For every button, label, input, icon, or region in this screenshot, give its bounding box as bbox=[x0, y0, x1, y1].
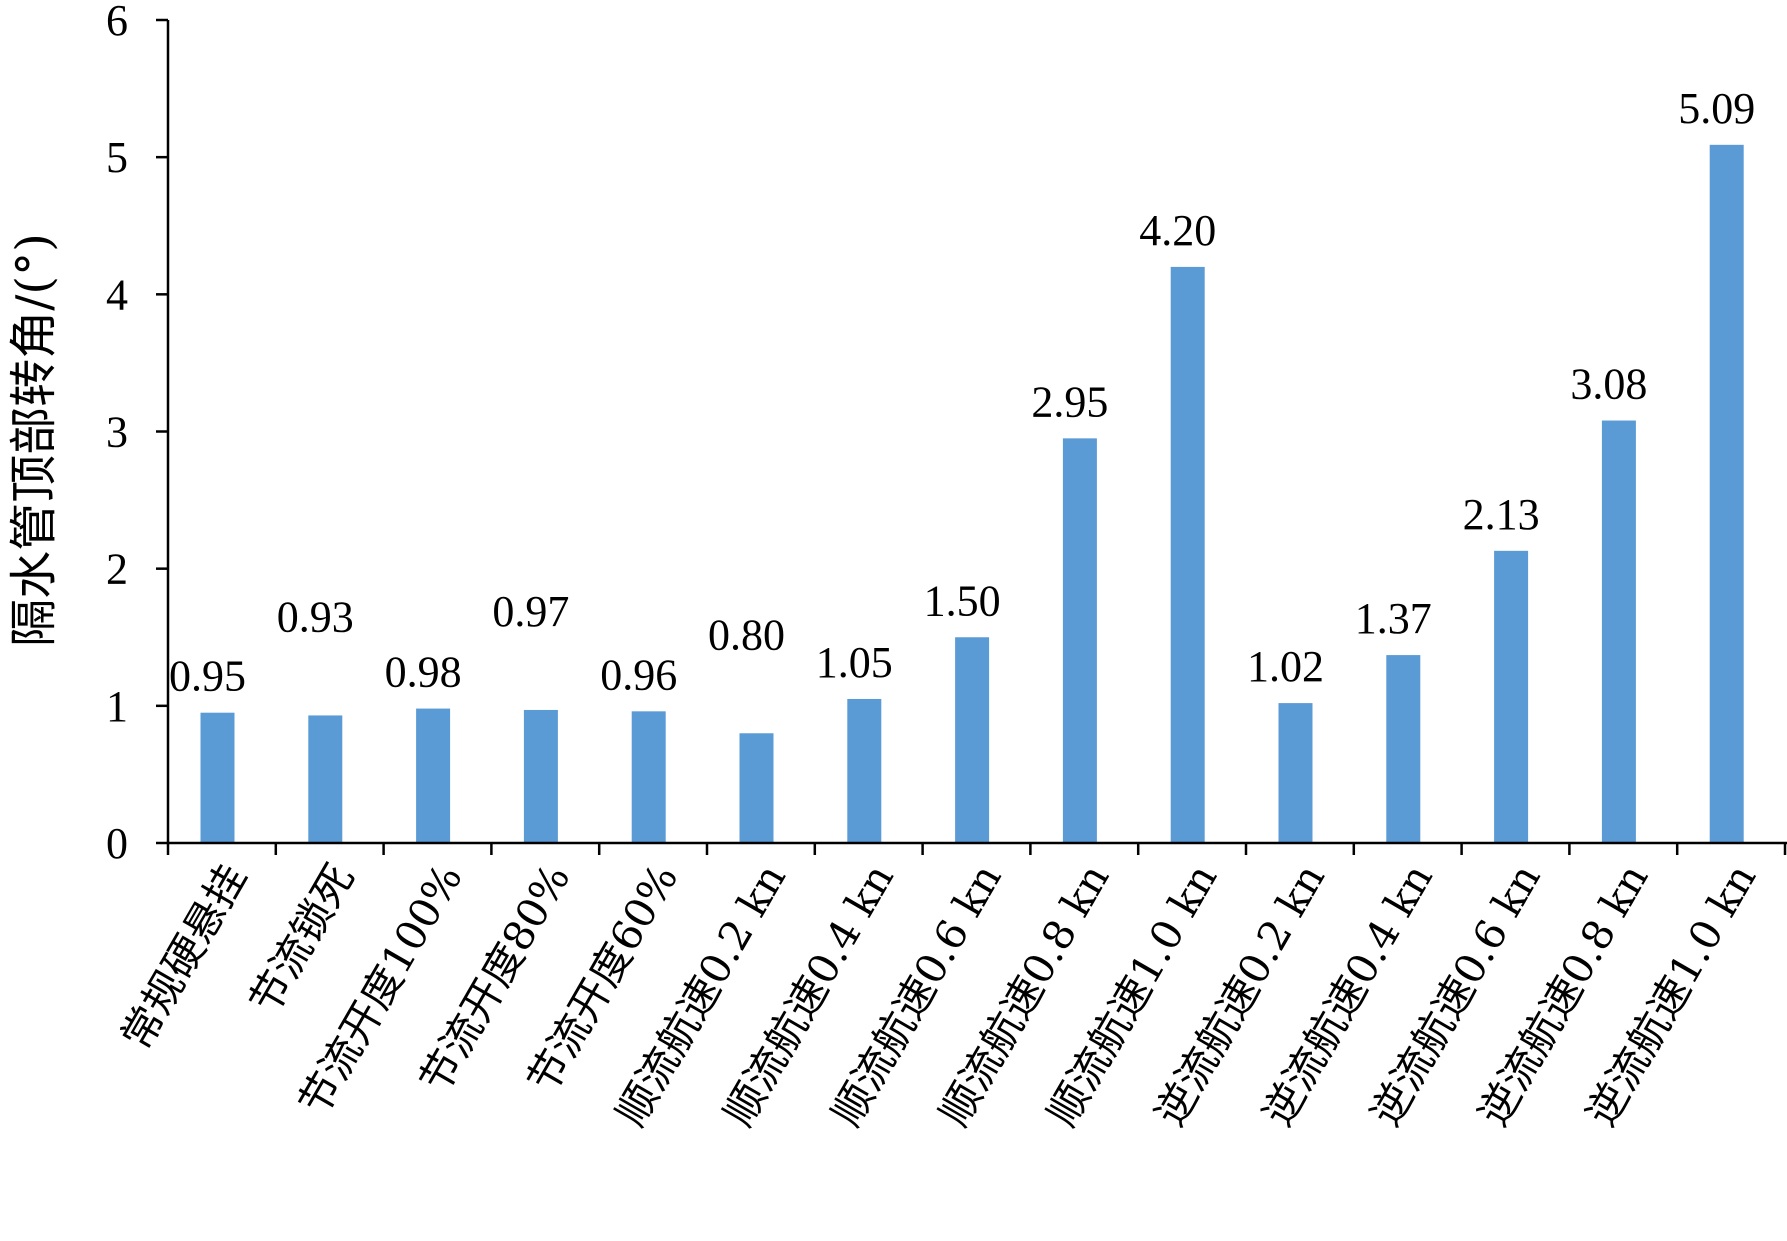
data-label: 2.95 bbox=[1031, 377, 1108, 426]
bar bbox=[1709, 144, 1744, 844]
bar bbox=[200, 712, 235, 843]
bar bbox=[416, 708, 451, 843]
bar bbox=[1278, 703, 1313, 843]
data-label: 5.09 bbox=[1678, 84, 1755, 133]
y-tick-label: 4 bbox=[106, 270, 128, 319]
y-tick-label: 0 bbox=[106, 819, 128, 868]
data-label: 0.96 bbox=[600, 650, 677, 699]
data-label: 1.50 bbox=[924, 576, 1001, 625]
data-label: 0.80 bbox=[708, 610, 785, 659]
bar bbox=[308, 715, 343, 843]
data-label: 1.02 bbox=[1247, 642, 1324, 691]
bar bbox=[1170, 266, 1205, 843]
x-category-label: 节流锁死 bbox=[240, 856, 364, 1022]
data-label: 2.13 bbox=[1463, 490, 1540, 539]
bar-series bbox=[200, 144, 1744, 844]
y-axis-title: 隔水管顶部转角/(°) bbox=[6, 233, 62, 647]
bar bbox=[739, 733, 774, 843]
y-tick-label: 5 bbox=[106, 133, 128, 182]
data-label: 1.05 bbox=[816, 638, 893, 687]
bar bbox=[955, 637, 990, 843]
bar bbox=[523, 709, 558, 843]
bar bbox=[1601, 420, 1636, 843]
y-tick-label: 1 bbox=[106, 682, 128, 731]
data-label: 4.20 bbox=[1139, 206, 1216, 255]
bar bbox=[1494, 550, 1529, 843]
y-tick-label: 2 bbox=[106, 545, 128, 594]
data-label: 1.37 bbox=[1355, 594, 1432, 643]
x-category-label: 常规硬悬挂 bbox=[112, 856, 256, 1058]
y-tick-label: 3 bbox=[106, 408, 128, 457]
bar bbox=[847, 698, 882, 843]
data-label: 0.93 bbox=[277, 592, 354, 641]
y-tick-label: 6 bbox=[106, 0, 128, 45]
y-axis-ticks: 0 1 2 3 4 5 6 bbox=[106, 0, 168, 868]
data-label: 0.97 bbox=[492, 587, 569, 636]
data-label: 0.98 bbox=[385, 648, 462, 697]
data-label: 3.08 bbox=[1570, 360, 1647, 409]
bar bbox=[1062, 438, 1097, 843]
data-label: 0.95 bbox=[169, 652, 246, 701]
bar bbox=[631, 711, 666, 843]
bar bbox=[1386, 655, 1421, 843]
data-labels: 0.95 0.93 0.98 0.97 0.96 0.80 1.05 1.50 2.95 4.20… bbox=[169, 84, 1755, 701]
